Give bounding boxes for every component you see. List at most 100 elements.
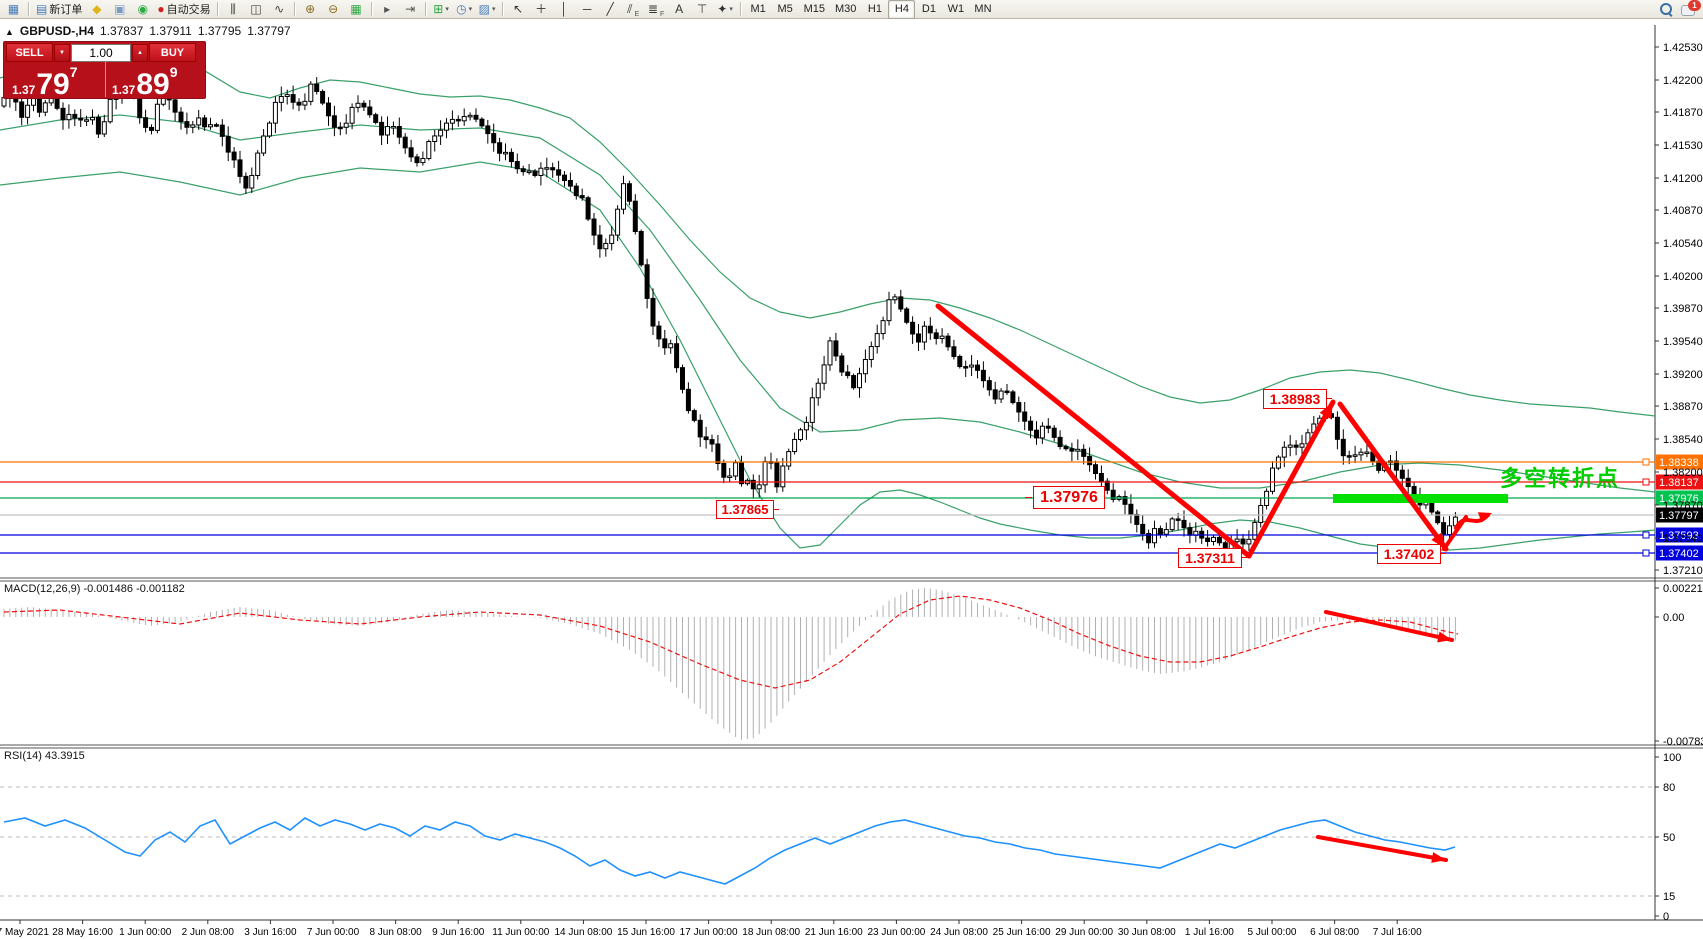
time-tick-label: 14 Jun 08:00 [554,927,612,938]
text-label-button[interactable]: ⊤ [696,2,708,16]
sell-price[interactable]: 1.37 79 7 [12,63,78,100]
price-tick-label: 1.41530 [1663,140,1703,152]
bar-chart-icon[interactable]: ⫼ [230,2,236,16]
trend-arrow-2 [1337,401,1449,552]
period-d1-button[interactable]: D1 [921,3,936,15]
macd-tick-label: 0.002214 [1663,583,1703,595]
autotrading-button[interactable]: ● 自动交易 [157,2,211,16]
chart-shift-button[interactable]: ⇥ [405,2,416,16]
time-tick-label: 29 Jun 00:00 [1055,927,1113,938]
volume-input[interactable]: 1.00 [71,43,131,62]
toolbar-right: 1 [1660,0,1701,17]
chart-plot-area[interactable]: 1.38338 1.38137 1.37976 1.37797 1.37593 1.374… [0,19,1703,939]
price-tick-label: 1.37210 [1663,565,1703,577]
axis-label-box-1.37402 [1656,545,1703,561]
price-tick-label: 1.37870 [1663,500,1703,512]
horizontal-line-button[interactable]: ─ [582,2,592,16]
sell-price-base: 1.37 [12,83,36,97]
callout-connector [1325,398,1332,399]
volume-down-button[interactable]: ▼ [54,43,70,62]
price-callout-1.37976[interactable]: 1.37976 [1033,486,1105,509]
trend-arrow-1 [1246,399,1336,559]
rsi-tick-label: 15 [1663,891,1675,903]
cursor-button[interactable]: ↖ [513,2,524,16]
zoom-out-button[interactable]: ⊖ [328,2,339,16]
rsi-trend-arrow [1316,835,1448,862]
period-m15-button[interactable]: M15 [803,3,825,15]
chart-canvas[interactable]: 1.383381.381371.379761.377971.375931.374… [0,19,1703,939]
search-icon[interactable] [1660,2,1673,17]
price-callout-1.37311[interactable]: 1.37311 [1178,548,1242,568]
axis-label-box-1.38137 [1656,474,1703,490]
price-tick-label: 1.39540 [1663,336,1703,348]
rsi-indicator-label: RSI(14) 43.3915 [4,750,85,762]
trend-arrow-0 [935,303,1252,559]
buy-price[interactable]: 1.37 89 9 [112,63,178,100]
axis-label-1.37797: 1.37797 [1659,510,1699,522]
ohlc-low: 1.37795 [197,24,242,38]
toolbar-separator [370,2,373,16]
axis-label-1.37593: 1.37593 [1659,530,1699,542]
buy-button[interactable]: BUY [149,43,196,62]
chart-window-icon[interactable]: ▦ [7,2,20,16]
fibonacci-button[interactable]: ≣ F [647,2,665,18]
toolbar-separator [28,2,30,16]
periods-button[interactable]: ◷ ▾ [456,2,473,16]
collapse-arrow-icon[interactable]: ▲ [5,27,14,37]
period-m5-button[interactable]: M5 [777,3,793,15]
toolbar-separator [501,2,504,16]
price-tick-label: 1.42530 [1663,42,1703,54]
period-w1-button[interactable]: W1 [947,3,965,15]
macd-trend-arrow [1324,610,1454,642]
zoom-in-button[interactable]: ⊕ [305,2,316,16]
equidistant-channel-button[interactable]: ⫽ E [627,2,640,18]
macd-trend-arrow-head [1437,631,1452,643]
tile-windows-icon[interactable]: ▦ [350,2,362,16]
new-order-button[interactable]: ▤ 新订单 [36,2,83,16]
period-h4-button[interactable]: H4 [888,0,916,19]
time-tick-label: 30 Jun 08:00 [1118,927,1176,938]
price-callout-1.37865[interactable]: 1.37865 [716,500,774,519]
candlestick-chart-icon[interactable]: ◫ [250,2,262,16]
trend-arrowhead-2 [1431,532,1446,549]
line-chart-icon[interactable]: ∿ [274,2,285,16]
signal-icon[interactable]: ◉ [137,2,149,16]
period-m1-button[interactable]: M1 [750,3,766,15]
expert-advisor-icon[interactable]: ▣ [114,2,126,16]
time-tick-label: 7 Jul 16:00 [1373,927,1422,938]
period-m30-button[interactable]: M30 [835,3,857,15]
arrows-button[interactable]: ✦ ▾ [717,2,733,16]
price-callout-1.37402[interactable]: 1.37402 [1377,544,1441,564]
crosshair-button[interactable]: ＋ [535,2,548,16]
cn-annotation-text[interactable]: 多空转折点 [1500,466,1621,491]
period-mn-button[interactable]: MN [974,3,992,15]
time-tick-label: 1 Jul 16:00 [1185,927,1234,938]
chat-icon[interactable]: 1 [1681,0,1701,16]
vertical-line-button[interactable]: │ [560,2,568,16]
volume-up-button[interactable]: ▲ [132,43,148,62]
text-button[interactable]: A [675,2,684,16]
hline-marker-1.37593[interactable] [1642,531,1650,539]
sell-button[interactable]: SELL [6,43,53,62]
price-tick-label: 1.38200 [1663,467,1703,479]
hline-marker-1.37402[interactable] [1642,549,1650,557]
period-h1-button[interactable]: H1 [867,3,882,15]
trendline-button[interactable]: ╱ [606,2,614,16]
hline-marker-1.38137[interactable] [1642,478,1650,486]
indicators-button[interactable]: ⊞ ▾ [433,2,449,16]
trend-arrowhead-1 [1319,402,1333,420]
auto-scroll-button[interactable]: ▸ [384,2,391,16]
macd-indicator-label: MACD(12,26,9) -0.001486 -0.001182 [4,583,185,595]
time-tick-label: 1 Jun 00:00 [119,927,172,938]
hline-marker-1.38338[interactable] [1642,458,1650,466]
time-tick-label: 24 Jun 08:00 [930,927,988,938]
green-support-band[interactable] [1333,494,1508,503]
axis-label-1.37976: 1.37976 [1659,493,1699,505]
templates-button[interactable]: ▨ ▾ [478,2,496,16]
toolbar-separator [216,2,219,16]
highlighter-icon[interactable]: ◆ [92,2,102,16]
toolbar-separator [739,2,742,16]
bollinger-middle [0,114,1656,493]
price-callout-1.38983[interactable]: 1.38983 [1263,389,1327,409]
